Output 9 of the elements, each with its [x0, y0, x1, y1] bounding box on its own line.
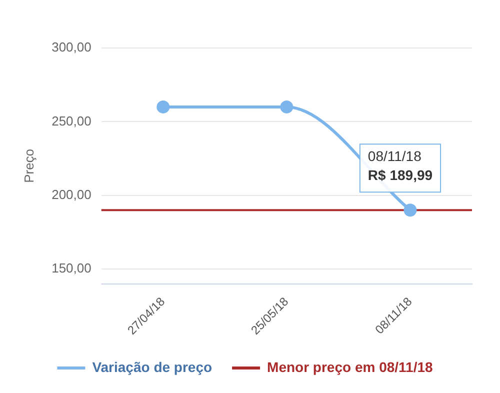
y-tick-label: 300,00: [52, 40, 92, 55]
y-tick-label: 200,00: [52, 186, 92, 202]
annotation: 08/11/18: [368, 148, 422, 164]
y-tick-label: 250,00: [52, 113, 92, 128]
y-axis-title: Preço: [21, 148, 36, 183]
legend-label: Menor preço em 08/11/18: [267, 358, 434, 375]
y-tick-label: 150,00: [52, 260, 92, 276]
legend-label: Variação de preço: [92, 358, 212, 375]
annotation: R$ 189,99: [368, 166, 433, 183]
